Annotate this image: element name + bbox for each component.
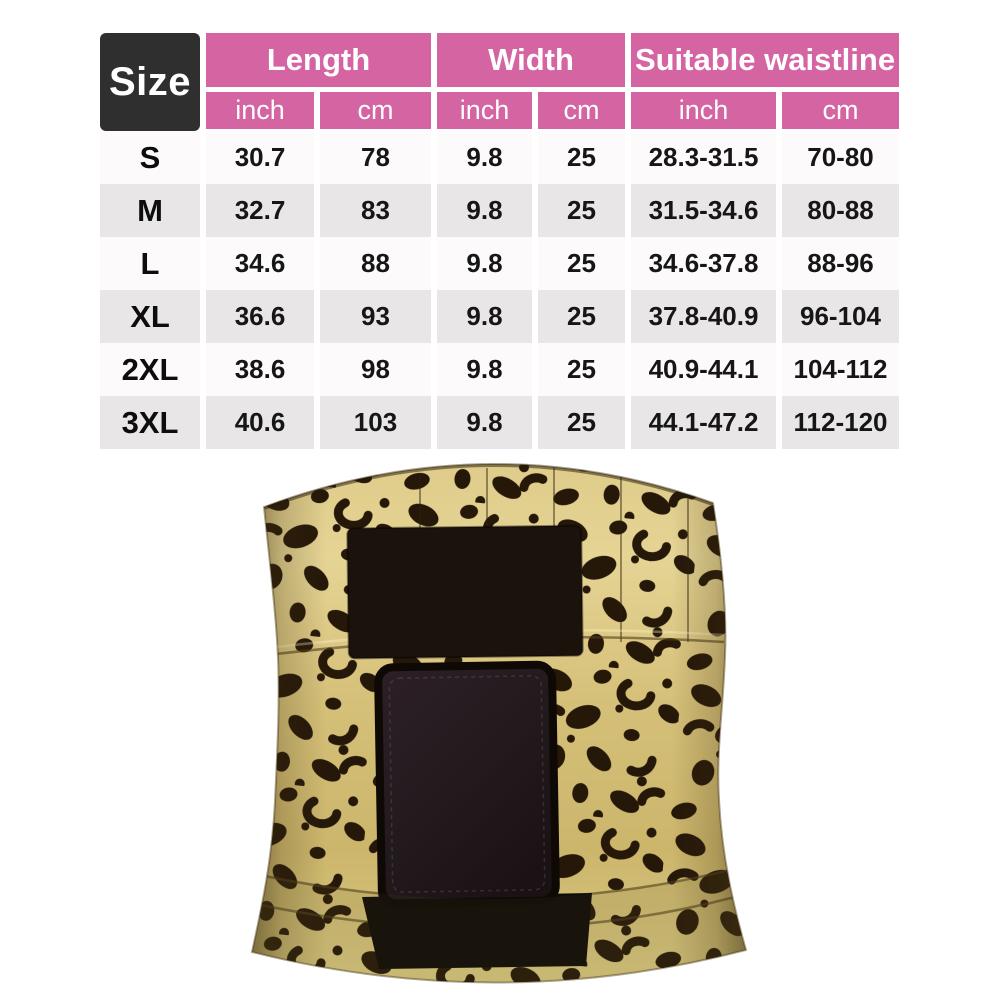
size-label: L	[100, 237, 200, 290]
size-label: M	[100, 184, 200, 237]
unit-header-width-inch: inch	[437, 92, 532, 131]
hem-band-tint	[252, 868, 746, 983]
table-cell: 25	[538, 184, 625, 237]
table-cell: 9.8	[437, 290, 532, 343]
table-cell: 104-112	[782, 343, 899, 396]
column-group-width: Width	[437, 33, 625, 92]
table-cell: 9.8	[437, 343, 532, 396]
table-cell: 36.6	[206, 290, 314, 343]
table-cell: 30.7	[206, 131, 314, 184]
table-cell: 98	[320, 343, 431, 396]
table-cell: 25	[538, 237, 625, 290]
size-corner-header: Size	[100, 33, 200, 131]
table-cell: 78	[320, 131, 431, 184]
table-cell: 28.3-31.5	[631, 131, 776, 184]
unit-header-waist-inch: inch	[631, 92, 776, 131]
table-cell: 25	[538, 343, 625, 396]
table-cell: 9.8	[437, 131, 532, 184]
table-cell: 25	[538, 131, 625, 184]
unit-header-length-inch: inch	[206, 92, 314, 131]
table-cell: 25	[538, 396, 625, 449]
table-cell: 9.8	[437, 237, 532, 290]
table-cell: 9.8	[437, 396, 532, 449]
table-cell: 37.8-40.9	[631, 290, 776, 343]
table-cell: 80-88	[782, 184, 899, 237]
table-cell: 9.8	[437, 184, 532, 237]
column-group-length: Length	[206, 33, 431, 92]
size-label: S	[100, 131, 200, 184]
column-group-suitable-waistline: Suitable waistline	[631, 33, 899, 92]
table-cell: 70-80	[782, 131, 899, 184]
table-cell: 38.6	[206, 343, 314, 396]
table-cell: 40.9-44.1	[631, 343, 776, 396]
size-table: Size Length Width Suitable waistline inc…	[100, 33, 899, 449]
table-cell: 40.6	[206, 396, 314, 449]
table-cell: 25	[538, 290, 625, 343]
table-cell: 44.1-47.2	[631, 396, 776, 449]
size-label: 2XL	[100, 343, 200, 396]
table-cell: 88-96	[782, 237, 899, 290]
product-photo	[225, 455, 775, 1000]
waist-trainer-illustration	[250, 463, 748, 984]
size-label: 3XL	[100, 396, 200, 449]
table-cell: 32.7	[206, 184, 314, 237]
edge-shading	[252, 463, 746, 983]
table-cell: 31.5-34.6	[631, 184, 776, 237]
unit-header-length-cm: cm	[320, 92, 431, 131]
table-cell: 88	[320, 237, 431, 290]
table-cell: 83	[320, 184, 431, 237]
table-cell: 34.6-37.8	[631, 237, 776, 290]
table-cell: 34.6	[206, 237, 314, 290]
table-cell: 96-104	[782, 290, 899, 343]
table-cell: 112-120	[782, 396, 899, 449]
table-cell: 103	[320, 396, 431, 449]
table-cell: 93	[320, 290, 431, 343]
unit-header-width-cm: cm	[538, 92, 625, 131]
size-label: XL	[100, 290, 200, 343]
unit-header-waist-cm: cm	[782, 92, 899, 131]
